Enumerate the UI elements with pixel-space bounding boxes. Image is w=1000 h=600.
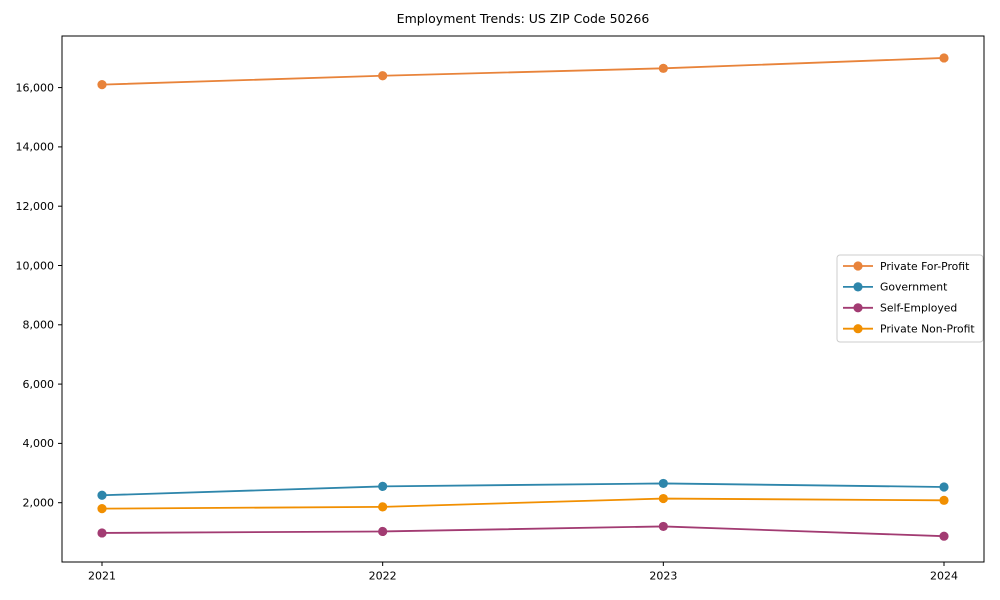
legend-swatch-marker	[853, 261, 863, 271]
chart-title: Employment Trends: US ZIP Code 50266	[397, 11, 650, 26]
series-line	[101, 497, 945, 510]
data-point-marker	[378, 71, 388, 81]
x-tick-label: 2022	[369, 570, 397, 583]
data-point-marker	[97, 80, 107, 90]
data-point-marker	[939, 531, 949, 541]
y-tick-label: 10,000	[16, 259, 55, 272]
y-tick-label: 8,000	[23, 319, 55, 332]
y-tick-label: 4,000	[23, 437, 55, 450]
y-tick-label: 12,000	[16, 200, 55, 213]
legend-entry: Government	[843, 281, 947, 294]
legend: Private For-Profit Government Self-Employe…	[836, 254, 984, 343]
series-line	[101, 482, 945, 497]
data-point-marker	[97, 504, 107, 514]
axes: 2,000 4,000 6,000 8,000 10,000 12,000 14,000 16…	[16, 35, 985, 583]
data-point-marker	[378, 481, 388, 491]
data-point-marker	[939, 53, 949, 63]
data-point-marker	[939, 482, 949, 492]
legend-swatch-marker	[853, 282, 863, 292]
x-tick-label: 2024	[930, 570, 958, 583]
legend-swatch-marker	[853, 303, 863, 313]
data-point-marker	[97, 528, 107, 538]
legend-label: Self-Employed	[880, 302, 957, 315]
legend-label: Private For-Profit	[880, 260, 969, 273]
legend-entry: Private Non-Profit	[843, 323, 975, 336]
series-private-non-profit	[97, 493, 949, 514]
legend-label: Private Non-Profit	[880, 323, 975, 336]
data-point-marker	[378, 526, 388, 537]
x-tick-label: 2023	[649, 570, 677, 583]
legend-entry: Private For-Profit	[843, 260, 969, 273]
data-point-marker	[658, 63, 668, 73]
y-tick-label: 6,000	[23, 378, 55, 391]
legend-label: Government	[880, 281, 947, 294]
data-point-marker	[378, 502, 388, 512]
data-point-marker	[658, 493, 668, 504]
series-line	[101, 525, 945, 538]
series-private-for-profit	[97, 53, 949, 90]
y-tick-label: 16,000	[16, 81, 55, 94]
data-point-marker	[939, 495, 949, 505]
data-point-marker	[97, 490, 107, 500]
y-tick-label: 14,000	[16, 141, 55, 154]
legend-swatch-marker	[853, 324, 863, 334]
series-layer	[97, 53, 949, 541]
data-point-marker	[658, 478, 668, 489]
legend-entry: Self-Employed	[843, 302, 957, 315]
series-self-employed	[97, 521, 949, 541]
y-tick-label: 2,000	[23, 496, 55, 509]
x-tick-label: 2021	[88, 570, 116, 583]
series-government	[97, 478, 949, 500]
data-point-marker	[658, 521, 668, 532]
legend-box	[836, 254, 984, 343]
series-line	[101, 57, 945, 86]
plot-border	[61, 35, 985, 563]
